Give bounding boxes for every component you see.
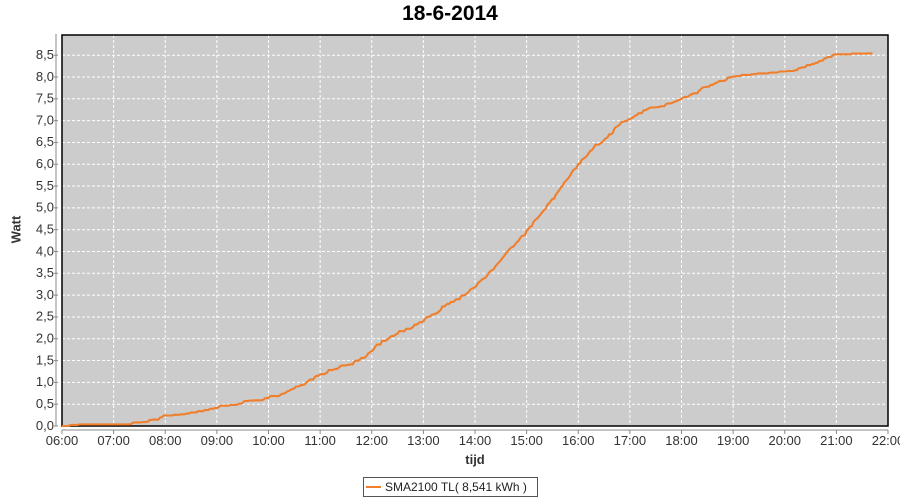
svg-text:5,5: 5,5 <box>36 178 54 193</box>
svg-text:14:00: 14:00 <box>459 433 492 448</box>
svg-text:22:00: 22:00 <box>872 433 900 448</box>
svg-text:08:00: 08:00 <box>149 433 182 448</box>
svg-text:4,0: 4,0 <box>36 243 54 258</box>
svg-text:13:00: 13:00 <box>407 433 440 448</box>
svg-text:2,5: 2,5 <box>36 309 54 324</box>
svg-text:15:00: 15:00 <box>510 433 543 448</box>
svg-text:7,5: 7,5 <box>36 91 54 106</box>
svg-text:16:00: 16:00 <box>562 433 595 448</box>
svg-text:17:00: 17:00 <box>614 433 647 448</box>
svg-text:09:00: 09:00 <box>201 433 234 448</box>
svg-text:06:00: 06:00 <box>46 433 79 448</box>
svg-text:7,0: 7,0 <box>36 112 54 127</box>
svg-text:19:00: 19:00 <box>717 433 750 448</box>
svg-text:0,0: 0,0 <box>36 418 54 433</box>
svg-text:3,0: 3,0 <box>36 287 54 302</box>
svg-text:0,5: 0,5 <box>36 396 54 411</box>
svg-text:4,5: 4,5 <box>36 221 54 236</box>
svg-text:5,0: 5,0 <box>36 200 54 215</box>
svg-text:12:00: 12:00 <box>355 433 388 448</box>
svg-text:8,5: 8,5 <box>36 47 54 62</box>
svg-text:20:00: 20:00 <box>768 433 801 448</box>
svg-text:11:00: 11:00 <box>304 433 336 448</box>
svg-text:18:00: 18:00 <box>665 433 698 448</box>
svg-text:07:00: 07:00 <box>97 433 130 448</box>
svg-text:6,0: 6,0 <box>36 156 54 171</box>
svg-text:6,5: 6,5 <box>36 134 54 149</box>
svg-text:2,0: 2,0 <box>36 331 54 346</box>
svg-text:3,5: 3,5 <box>36 265 54 280</box>
svg-text:8,0: 8,0 <box>36 69 54 84</box>
svg-text:1,0: 1,0 <box>36 374 54 389</box>
svg-text:10:00: 10:00 <box>252 433 285 448</box>
svg-text:21:00: 21:00 <box>820 433 853 448</box>
svg-text:1,5: 1,5 <box>36 352 54 367</box>
